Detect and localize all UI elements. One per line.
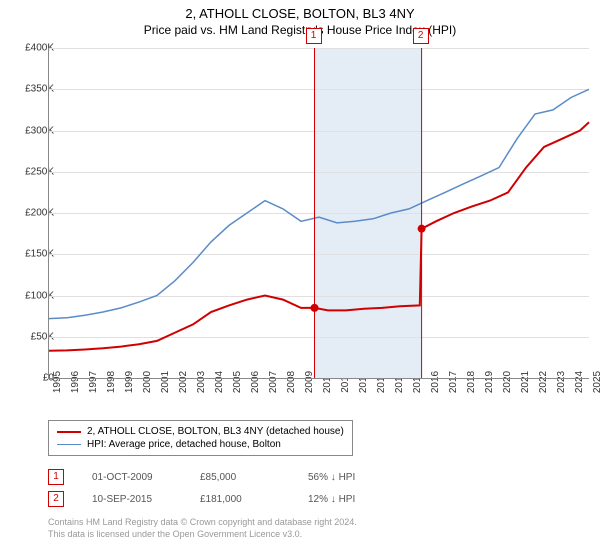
legend-swatch	[57, 431, 81, 433]
sale-row: 1 01-OCT-2009 £85,000 56% ↓ HPI	[48, 466, 388, 488]
sale-marker-box: 1	[306, 28, 322, 44]
sale-delta: 56% ↓ HPI	[308, 472, 388, 483]
footer-attribution: Contains HM Land Registry data © Crown c…	[48, 516, 357, 540]
sale-date: 01-OCT-2009	[92, 472, 172, 483]
sale-marker-box: 2	[413, 28, 429, 44]
sale-price: £181,000	[200, 494, 280, 505]
sale-delta: 12% ↓ HPI	[308, 494, 388, 505]
chart-lines	[49, 48, 589, 378]
sale-marker-dot	[311, 304, 319, 312]
sale-date: 10-SEP-2015	[92, 494, 172, 505]
chart-title: 2, ATHOLL CLOSE, BOLTON, BL3 4NY	[0, 0, 600, 21]
legend-label: 2, ATHOLL CLOSE, BOLTON, BL3 4NY (detach…	[87, 426, 344, 437]
chart-plot-area	[48, 48, 589, 379]
legend-label: HPI: Average price, detached house, Bolt…	[87, 439, 281, 450]
series-property	[49, 122, 589, 350]
sale-price: £85,000	[200, 472, 280, 483]
footer-line: Contains HM Land Registry data © Crown c…	[48, 516, 357, 528]
legend-swatch	[57, 444, 81, 445]
sale-table: 1 01-OCT-2009 £85,000 56% ↓ HPI 2 10-SEP…	[48, 466, 388, 510]
chart-subtitle: Price paid vs. HM Land Registry's House …	[0, 21, 600, 37]
sale-marker-icon: 2	[48, 491, 64, 507]
x-axis-label: 2025	[592, 371, 600, 393]
chart-legend: 2, ATHOLL CLOSE, BOLTON, BL3 4NY (detach…	[48, 420, 353, 456]
legend-row: 2, ATHOLL CLOSE, BOLTON, BL3 4NY (detach…	[57, 425, 344, 438]
sale-marker-dot	[418, 225, 426, 233]
series-hpi	[49, 89, 589, 318]
sale-marker-icon: 1	[48, 469, 64, 485]
legend-row: HPI: Average price, detached house, Bolt…	[57, 438, 344, 451]
sale-row: 2 10-SEP-2015 £181,000 12% ↓ HPI	[48, 488, 388, 510]
footer-line: This data is licensed under the Open Gov…	[48, 528, 357, 540]
